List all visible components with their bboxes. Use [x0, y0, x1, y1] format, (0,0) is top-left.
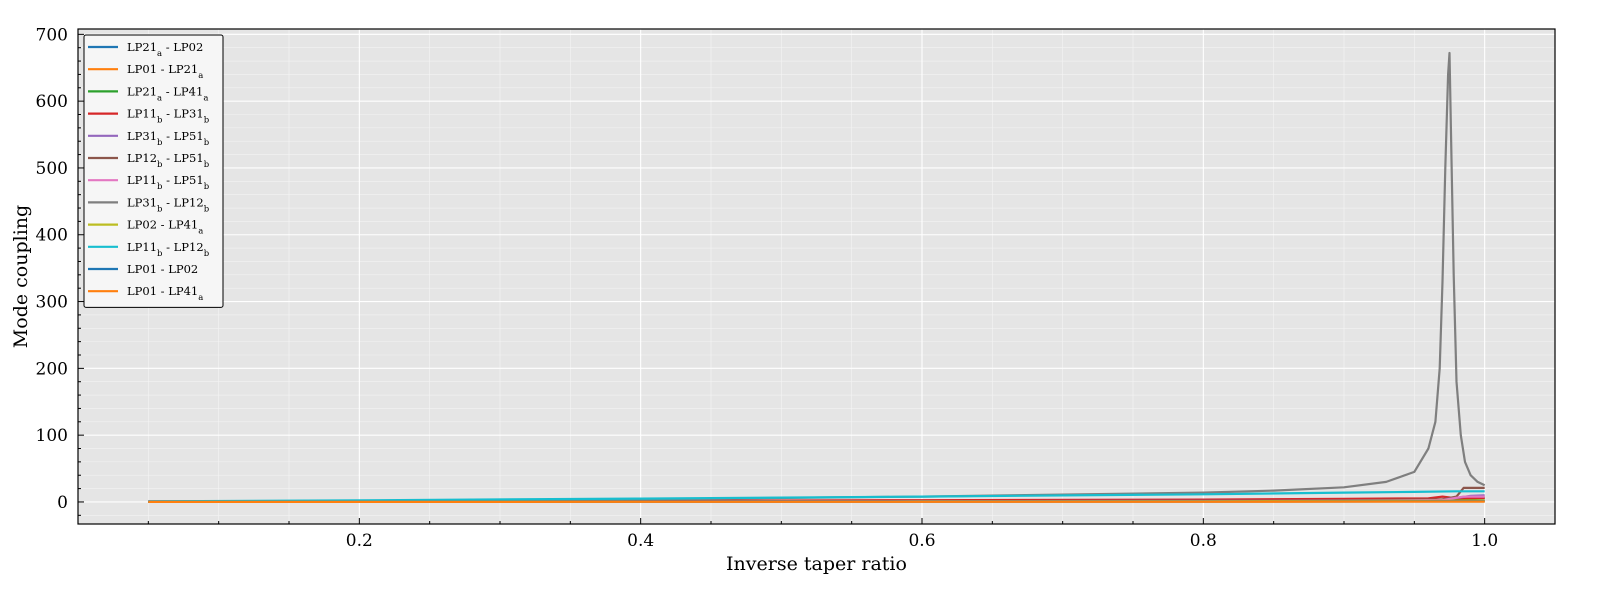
y-tick-label: 500 — [36, 159, 68, 179]
legend-entry: LP31b - LP51b — [127, 129, 210, 148]
series-layer — [148, 51, 1486, 503]
y-tick-label: 700 — [36, 25, 68, 45]
x-tick-label: 0.2 — [346, 531, 373, 551]
legend-entry: LP01 - LP02 — [127, 262, 198, 276]
legend-entry: LP21a - LP02 — [127, 40, 203, 59]
legend-entry: LP01 - LP21a — [127, 62, 203, 81]
x-tick-label: 1.0 — [1471, 531, 1498, 551]
plot-area — [78, 29, 1555, 524]
x-axis: 0.2 0.4 0.6 0.8 1.0 — [77, 518, 1556, 551]
legend-frame — [83, 34, 224, 308]
legend-entry: LP11b - LP12b — [127, 240, 210, 259]
legend-entry: LP12b - LP51b — [127, 151, 210, 170]
legend: LP21a - LP02 LP01 - LP21a LP21a - LP41a LP1… — [83, 34, 224, 308]
y-tick-label: 0 — [57, 493, 68, 513]
series-line — [148, 490, 1485, 503]
y-tick-label: 200 — [36, 359, 68, 379]
y-tick-label: 400 — [36, 226, 68, 246]
x-tick-label: 0.4 — [627, 531, 654, 551]
legend-entry: LP11b - LP31b — [127, 107, 210, 126]
x-axis-label: Inverse taper ratio — [726, 553, 907, 575]
y-tick-label: 100 — [36, 426, 68, 446]
y-axis: 0 100 200 300 400 500 600 700 — [36, 25, 84, 516]
x-tick-label: 0.6 — [908, 531, 935, 551]
plot-frame — [77, 28, 1556, 525]
legend-entry: LP02 - LP41a — [127, 218, 203, 237]
legend-entry: LP11b - LP51b — [127, 173, 210, 192]
x-tick-label: 0.8 — [1190, 531, 1217, 551]
legend-entry: LP21a - LP41a — [127, 84, 208, 103]
legend-entry: LP31b - LP12b — [127, 195, 210, 214]
y-tick-label: 600 — [36, 92, 68, 112]
legend-entry: LP01 - LP41a — [127, 284, 203, 303]
y-tick-label: 300 — [36, 293, 68, 313]
y-axis-label: Mode coupling — [10, 205, 32, 348]
